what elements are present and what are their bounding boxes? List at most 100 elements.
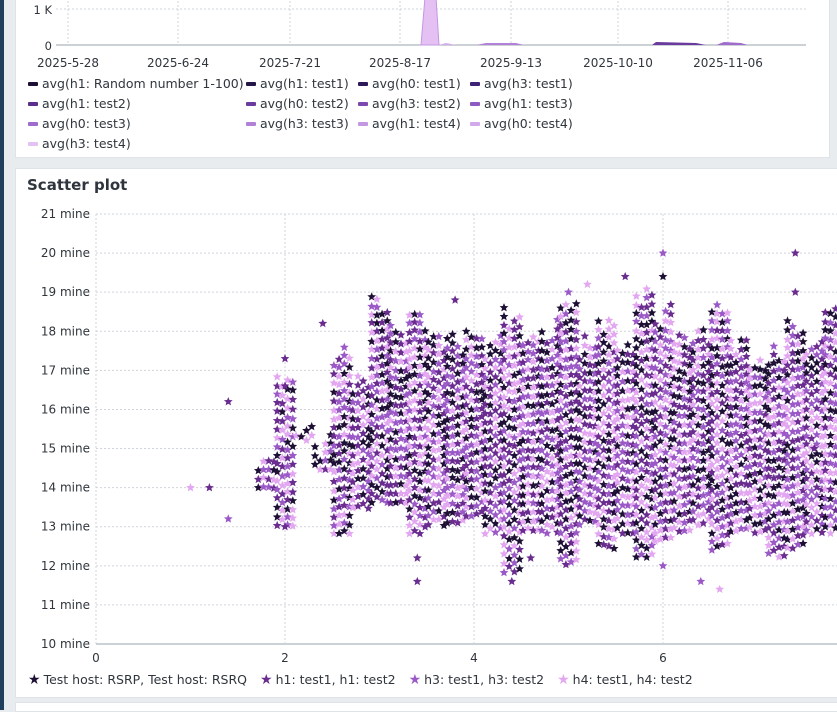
y-tick-label: 20 mine: [41, 246, 90, 260]
legend-label: h4: test1, h4: test2: [573, 672, 693, 687]
data-point-star: [715, 585, 724, 593]
data-point-star: [429, 358, 438, 366]
x-tick-label: 0: [92, 651, 100, 665]
legend-item[interactable]: avg(h1: Random number 1-100): [28, 74, 246, 93]
legend-label: Test host: RSRP, Test host: RSRQ: [44, 672, 247, 687]
data-point-star: [594, 317, 603, 325]
data-point-star: [723, 316, 732, 324]
legend-label: avg(h0: test4): [484, 116, 573, 131]
data-point-star: [335, 413, 344, 421]
data-point-star: [510, 317, 519, 325]
data-point-star: [713, 300, 722, 308]
data-point-star: [288, 522, 297, 530]
data-point-star: [556, 546, 565, 554]
data-point-star: [259, 473, 268, 481]
legend-swatch: [246, 82, 256, 86]
data-point-star: [666, 327, 675, 335]
legend-item[interactable]: avg(h3: test3): [246, 114, 358, 133]
data-point-star: [696, 577, 705, 585]
x-tick-label: 2025-8-17: [369, 56, 431, 70]
legend-item[interactable]: avg(h3: test4): [28, 134, 246, 153]
legend-label: avg(h1: test4): [372, 116, 461, 131]
data-point-star: [572, 317, 581, 325]
data-point-star: [783, 335, 792, 343]
area-spike: [421, 0, 439, 45]
legend-label: avg(h1: test3): [484, 96, 573, 111]
data-point-star: [599, 540, 608, 548]
legend-swatch: [470, 82, 480, 86]
legend-label: h1: test1, h1: test2: [276, 672, 396, 687]
legend-item[interactable]: ★h3: test1, h3: test2: [409, 672, 545, 687]
data-point-star: [434, 481, 443, 489]
legend-label: avg(h1: test2): [42, 96, 131, 111]
data-point-star: [594, 325, 603, 333]
legend-item[interactable]: avg(h3: test1): [470, 74, 600, 93]
data-point-star: [605, 316, 614, 324]
legend-swatch: [246, 122, 256, 126]
data-point-star: [623, 340, 632, 348]
data-point-star: [330, 521, 339, 529]
legend-label: avg(h3: test1): [484, 76, 573, 91]
star-icon: ★: [28, 673, 41, 687]
y-tick-label: 18 mine: [41, 324, 90, 338]
data-point-star: [311, 451, 320, 459]
legend-swatch: [358, 82, 368, 86]
data-point-star: [416, 318, 425, 326]
data-point-star: [345, 511, 354, 519]
data-point-star: [623, 493, 632, 501]
legend-swatch: [246, 102, 256, 106]
x-tick-label: 2025-9-13: [480, 56, 542, 70]
data-point-star: [224, 514, 233, 522]
legend-swatch: [28, 102, 38, 106]
data-point-star: [453, 393, 462, 401]
legend-item[interactable]: avg(h3: test2): [358, 94, 470, 113]
data-point-star: [583, 280, 592, 288]
x-tick-label: 2: [281, 651, 289, 665]
data-point-star: [373, 414, 382, 422]
legend-label: h3: test1, h3: test2: [424, 672, 544, 687]
data-point-star: [273, 433, 282, 441]
y-tick-label: 0: [45, 39, 52, 53]
legend-item[interactable]: avg(h0: test4): [470, 114, 600, 133]
legend-item[interactable]: avg(h1: test3): [470, 94, 600, 113]
data-point-star: [769, 350, 778, 358]
timeseries-areas: [421, 0, 748, 45]
data-point-star: [288, 496, 297, 504]
x-tick-label: 2025-11-06: [693, 56, 763, 70]
legend-item[interactable]: avg(h1: test2): [28, 94, 246, 113]
star-icon: ★: [557, 673, 570, 687]
timeseries-legend: avg(h1: Random number 1-100)avg(h1: test…: [28, 74, 628, 153]
data-point-star: [288, 405, 297, 413]
x-tick-label: 2025-7-21: [259, 56, 321, 70]
legend-item[interactable]: avg(h0: test2): [246, 94, 358, 113]
next-panel-edge: [15, 702, 837, 712]
app-left-rail: [0, 0, 4, 710]
x-tick-label: 2025-5-28: [37, 56, 99, 70]
data-point-star: [642, 284, 651, 292]
data-point-star: [507, 577, 516, 585]
data-point-star: [694, 511, 703, 519]
data-point-star: [413, 577, 422, 585]
data-point-star: [302, 426, 311, 434]
data-point-star: [500, 312, 509, 320]
data-point-star: [335, 355, 344, 363]
legend-item[interactable]: ★h1: test1, h1: test2: [260, 672, 396, 687]
legend-label: avg(h3: test2): [372, 96, 461, 111]
legend-label: avg(h1: Random number 1-100): [42, 76, 244, 91]
y-tick-label: 15 mine: [41, 442, 90, 456]
data-point-star: [713, 421, 722, 429]
legend-item[interactable]: avg(h1: test1): [246, 74, 358, 93]
legend-swatch: [470, 102, 480, 106]
legend-item[interactable]: ★h4: test1, h4: test2: [557, 672, 693, 687]
legend-item[interactable]: ★Test host: RSRP, Test host: RSRQ: [28, 672, 247, 687]
legend-item[interactable]: avg(h1: test4): [358, 114, 470, 133]
data-point-star: [311, 442, 320, 450]
data-point-star: [354, 381, 363, 389]
legend-item[interactable]: avg(h0: test1): [358, 74, 470, 93]
data-point-star: [405, 521, 414, 529]
legend-item[interactable]: avg(h0: test3): [28, 114, 246, 133]
data-point-star: [599, 391, 608, 399]
